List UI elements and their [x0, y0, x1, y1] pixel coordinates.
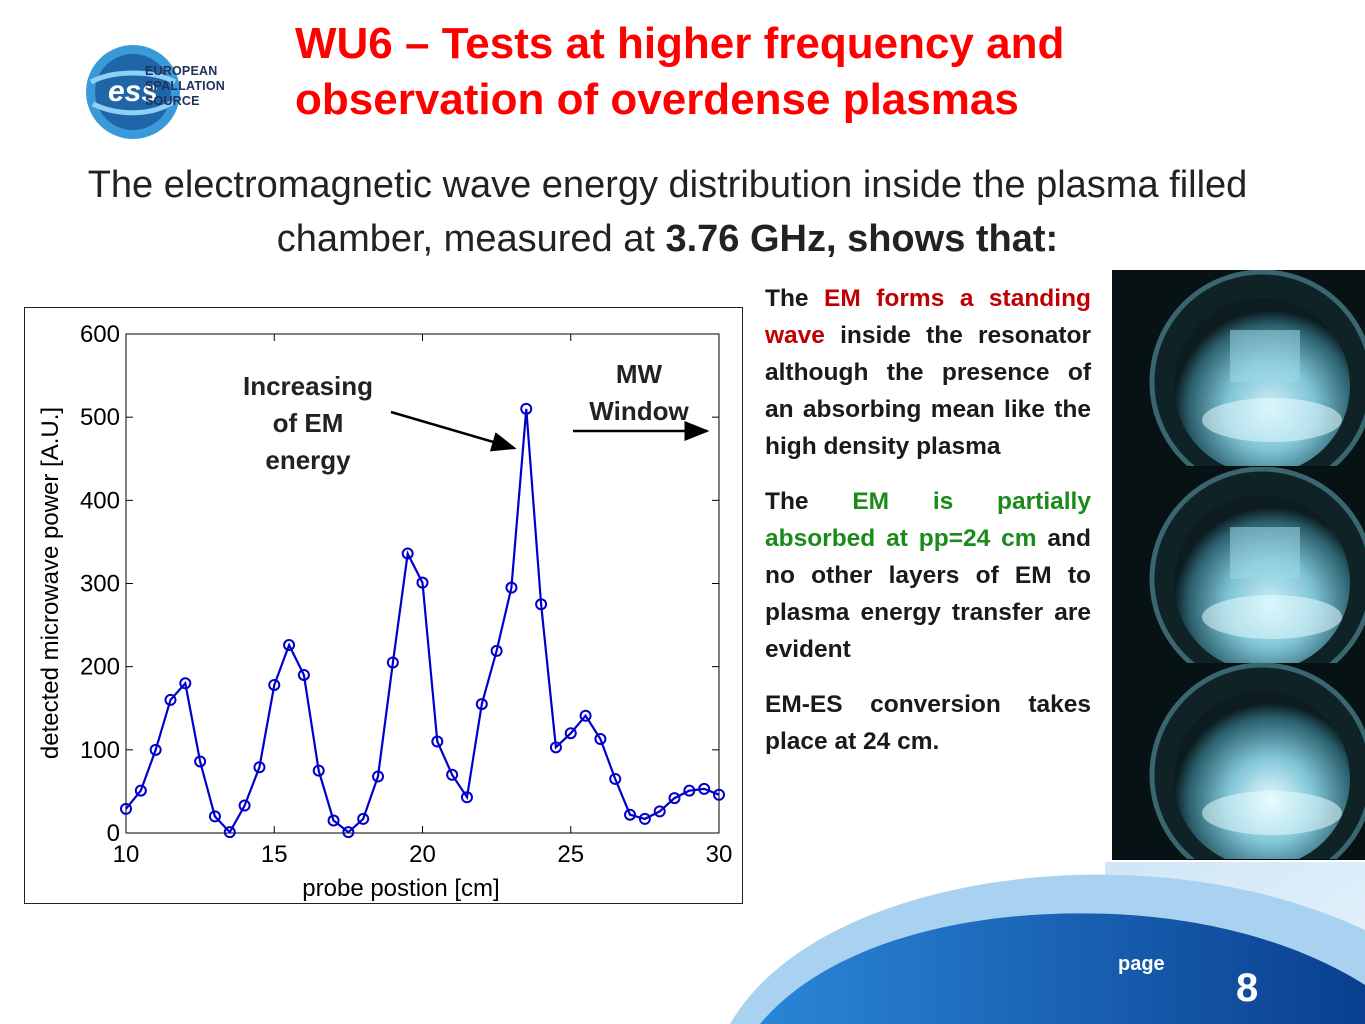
data-point	[342, 826, 355, 839]
data-point	[475, 698, 488, 711]
x-tick-label: 10	[113, 841, 140, 868]
y-tick-label: 400	[80, 487, 120, 514]
title-line-2: observation of overdense plasmas	[295, 75, 1019, 124]
data-point	[520, 402, 533, 415]
logo-line: EUROPEAN	[145, 64, 218, 78]
finding-text: and no other layers of EM to plasma ener…	[765, 525, 1091, 663]
data-point	[194, 755, 207, 768]
data-point	[594, 733, 607, 746]
x-axis-label: probe postion [cm]	[302, 875, 499, 902]
series-line	[125, 408, 720, 835]
ess-logo: ess	[86, 45, 180, 139]
finding-paragraph: EM-ES conversion takes place at 24 cm.	[765, 686, 1091, 760]
data-point	[238, 799, 251, 812]
y-tick-label: 600	[80, 321, 120, 348]
plasma-photo-1	[1112, 270, 1365, 466]
annotation-line: MW	[616, 359, 663, 389]
finding-paragraph: The EM forms a standing wave inside the …	[765, 280, 1091, 465]
data-point	[312, 764, 325, 777]
annotation-line: of EM	[273, 408, 344, 438]
data-point	[416, 576, 429, 589]
x-tick-label: 15	[261, 841, 288, 868]
finding-text: EM forms a standing wave	[765, 285, 1091, 349]
y-tick-label: 100	[80, 737, 120, 764]
data-point	[653, 805, 666, 818]
data-point	[386, 656, 399, 669]
data-point	[372, 770, 385, 783]
slide-title: WU6 – Tests at higher frequency and obse…	[295, 16, 1295, 128]
subtitle-bold: 3.76 GHz, shows that:	[665, 218, 1059, 260]
finding-text: EM-ES conversion takes place at 24 cm.	[765, 691, 1091, 755]
logo-wordmark: EUROPEAN SPALLATION SOURCE	[145, 64, 225, 109]
chart-frame: 10 15 20 25 30 0 100 200 300 400 500 600 probe post…	[24, 307, 743, 904]
annotation-line: energy	[265, 445, 351, 475]
data-point	[713, 788, 725, 801]
data-point	[208, 810, 221, 823]
data-point	[149, 743, 162, 756]
page-label: page	[1118, 953, 1165, 975]
logo-mark: ess	[108, 75, 158, 108]
y-tick-label: 300	[80, 571, 120, 598]
data-point	[579, 709, 592, 722]
plasma-photo-3	[1112, 663, 1365, 859]
data-point	[223, 826, 236, 839]
annotation-increasing: Increasing of EM energy	[243, 371, 373, 475]
logo-line: SOURCE	[145, 94, 200, 108]
data-point	[179, 677, 192, 690]
annotation-mw-window: MW Window	[589, 359, 689, 426]
title-line-1: WU6 – Tests at higher frequency and	[295, 19, 1065, 68]
x-tick-label: 30	[706, 841, 733, 868]
data-point	[624, 808, 637, 821]
x-tick-label: 20	[409, 841, 436, 868]
finding-text: The	[765, 488, 853, 515]
y-tick-label: 200	[80, 654, 120, 681]
data-point	[683, 784, 696, 797]
finding-paragraph: The EM is partially absorbed at pp=24 cm…	[765, 483, 1091, 668]
data-point	[431, 735, 444, 748]
annotation-arrow	[390, 410, 517, 452]
subtitle-text: The electromagnetic wave energy distribu…	[87, 164, 1248, 260]
data-point	[698, 782, 711, 795]
x-tick-label: 25	[557, 841, 584, 868]
slide-subtitle: The electromagnetic wave energy distribu…	[30, 158, 1305, 266]
data-point	[253, 761, 266, 774]
data-point	[490, 644, 503, 657]
chart-series	[120, 402, 725, 839]
findings-text: The EM forms a standing wave inside the …	[765, 280, 1091, 778]
data-point	[638, 812, 651, 825]
data-point	[283, 639, 296, 652]
annotation-line: Window	[589, 396, 689, 426]
data-point	[535, 598, 548, 611]
data-point	[609, 772, 622, 785]
page-number: 8	[1236, 966, 1259, 1010]
finding-text: The	[765, 285, 825, 312]
data-point	[297, 668, 310, 681]
y-tick-label: 0	[107, 820, 120, 847]
logo-line: SPALLATION	[145, 79, 226, 93]
data-point	[357, 812, 370, 825]
data-point	[460, 791, 473, 804]
data-point	[549, 741, 562, 754]
data-point	[134, 784, 147, 797]
data-point	[164, 693, 177, 706]
data-point	[564, 727, 577, 740]
data-point	[505, 581, 518, 594]
data-point	[268, 678, 281, 691]
y-axis-label: detected microwave power [A.U.]	[37, 407, 64, 759]
data-point	[327, 814, 340, 827]
data-point	[120, 802, 132, 815]
plasma-photos	[1112, 270, 1365, 860]
chart-annotations: Increasing of EM energy MW Window	[243, 359, 710, 475]
data-point	[668, 792, 681, 805]
annotation-line: Increasing	[243, 371, 373, 401]
data-point	[446, 768, 459, 781]
finding-text: inside the resonator although the presen…	[765, 322, 1091, 460]
plasma-photo-2	[1112, 467, 1365, 663]
finding-text: EM is partially absorbed at pp=24 cm	[765, 488, 1091, 552]
y-tick-label: 500	[80, 404, 120, 431]
data-point	[401, 547, 414, 560]
